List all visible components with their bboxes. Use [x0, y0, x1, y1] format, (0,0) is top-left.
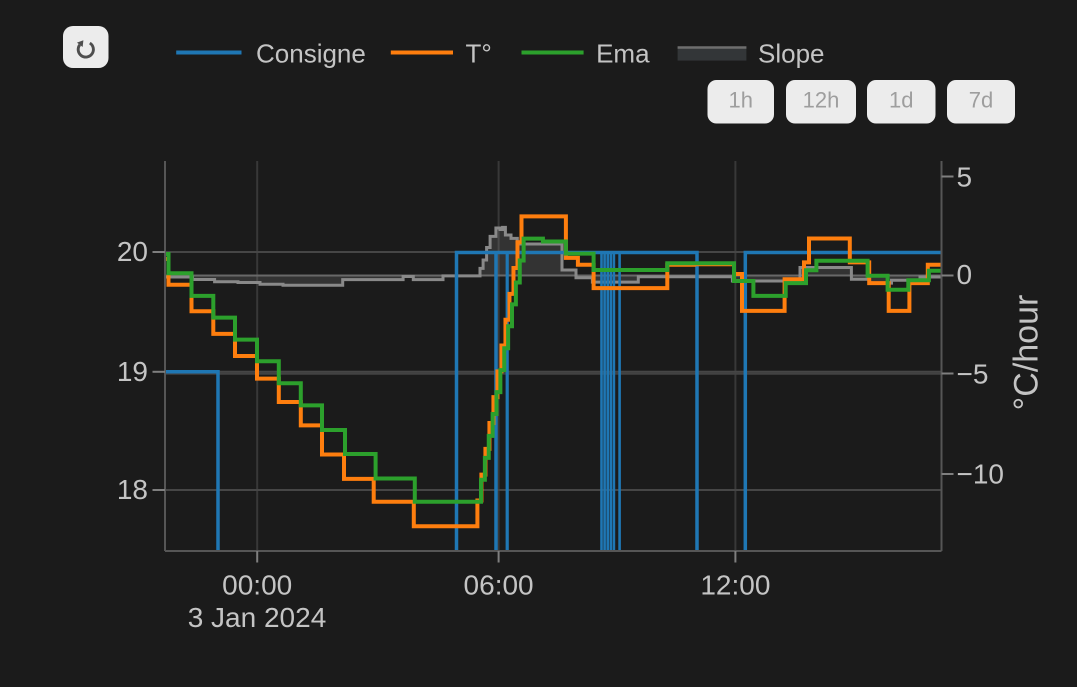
svg-text:Slope: Slope [758, 38, 825, 68]
svg-text:5: 5 [957, 162, 973, 193]
svg-text:7d: 7d [969, 87, 993, 112]
svg-text:Ema: Ema [596, 38, 650, 68]
svg-text:12:00: 12:00 [700, 569, 770, 600]
svg-text:00:00: 00:00 [222, 569, 292, 600]
svg-text:−5: −5 [957, 358, 989, 389]
svg-text:−10: −10 [957, 458, 1005, 489]
svg-text:°C/hour: °C/hour [1008, 295, 1046, 411]
svg-text:Consigne: Consigne [256, 38, 366, 68]
svg-text:06:00: 06:00 [464, 569, 534, 600]
svg-text:19: 19 [117, 356, 148, 387]
svg-text:12h: 12h [803, 87, 840, 112]
svg-text:1h: 1h [729, 87, 753, 112]
svg-text:0: 0 [957, 259, 973, 290]
svg-text:1d: 1d [889, 87, 913, 112]
svg-text:20: 20 [117, 236, 148, 267]
svg-text:3 Jan 2024: 3 Jan 2024 [188, 602, 327, 633]
svg-text:T°: T° [466, 38, 492, 68]
svg-text:18: 18 [117, 474, 148, 505]
